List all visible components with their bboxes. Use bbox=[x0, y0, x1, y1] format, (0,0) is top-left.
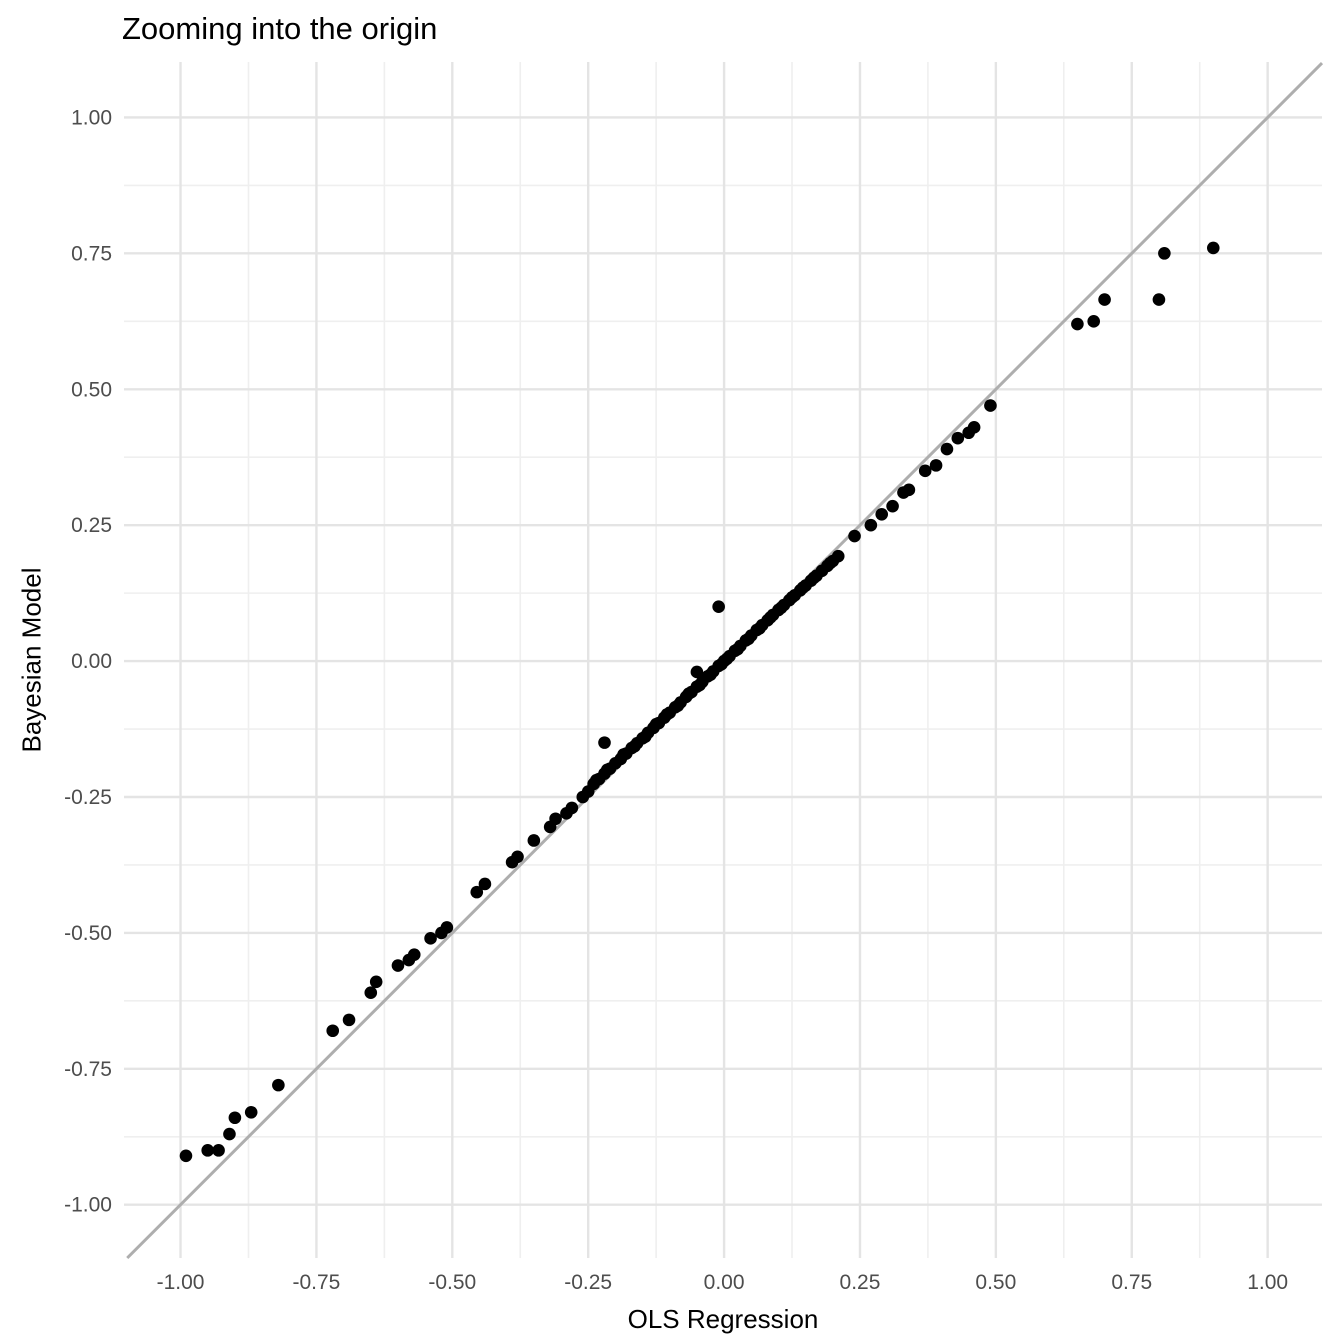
data-point bbox=[244, 1106, 258, 1119]
x-tick-label: 0.50 bbox=[975, 1271, 1016, 1294]
y-tick-label: 0.75 bbox=[71, 242, 112, 265]
data-point bbox=[875, 508, 889, 521]
data-point bbox=[690, 665, 704, 679]
data-point bbox=[984, 399, 997, 412]
x-tick-label: -0.25 bbox=[564, 1271, 612, 1294]
x-tick-label: -0.75 bbox=[292, 1271, 340, 1294]
grid-major bbox=[124, 62, 1322, 1258]
data-point bbox=[598, 736, 611, 749]
data-point bbox=[951, 431, 965, 445]
x-tick-labels: -1.00 -0.75 -0.50 -0.25 0.00 0.25 0.50 0.75 1.00 bbox=[157, 1271, 1288, 1294]
y-tick-label: -0.75 bbox=[64, 1058, 112, 1081]
x-tick-label: 0.25 bbox=[840, 1271, 881, 1294]
data-point bbox=[342, 1013, 356, 1027]
y-tick-labels: -1.00 -0.75 -0.50 -0.25 0.00 0.25 0.50 0.75 1.00 bbox=[64, 106, 112, 1216]
data-point bbox=[326, 1024, 340, 1038]
data-point bbox=[1071, 317, 1084, 331]
data-point bbox=[223, 1127, 236, 1141]
data-point bbox=[929, 459, 943, 472]
plot-title: Zooming into the origin bbox=[122, 11, 438, 46]
data-point bbox=[179, 1149, 193, 1163]
x-tick-label: 0.75 bbox=[1111, 1271, 1152, 1294]
data-point bbox=[918, 464, 932, 478]
data-point bbox=[1206, 241, 1220, 255]
data-point bbox=[1098, 293, 1111, 306]
data-point bbox=[1152, 293, 1166, 306]
data-point bbox=[902, 483, 916, 497]
x-tick-label: -0.50 bbox=[428, 1271, 476, 1294]
data-point bbox=[391, 959, 405, 972]
data-point bbox=[424, 932, 437, 945]
data-point bbox=[712, 600, 725, 614]
data-point bbox=[967, 421, 981, 434]
data-point bbox=[272, 1078, 285, 1092]
data-point bbox=[940, 442, 954, 456]
y-axis-title: Bayesian Model bbox=[16, 567, 47, 753]
data-point bbox=[1158, 247, 1171, 260]
data-point bbox=[478, 877, 492, 891]
data-point bbox=[1087, 315, 1101, 328]
data-point bbox=[440, 921, 454, 934]
x-axis-title: OLS Regression bbox=[627, 1304, 819, 1334]
x-tick-label: -1.00 bbox=[157, 1271, 205, 1294]
data-point bbox=[864, 518, 878, 532]
data-point bbox=[212, 1144, 225, 1157]
y-tick-label: -0.50 bbox=[64, 922, 112, 945]
y-tick-label: 0.25 bbox=[71, 514, 112, 537]
data-point bbox=[549, 812, 562, 826]
y-tick-label: -0.25 bbox=[64, 786, 112, 809]
y-tick-label: 0.00 bbox=[71, 650, 112, 673]
x-tick-label: 0.00 bbox=[704, 1271, 745, 1294]
y-tick-label: 1.00 bbox=[71, 106, 112, 129]
data-point bbox=[848, 529, 861, 543]
data-point bbox=[228, 1111, 242, 1125]
data-point bbox=[407, 948, 421, 961]
data-point bbox=[565, 801, 579, 815]
data-point bbox=[369, 975, 383, 989]
data-point bbox=[527, 834, 541, 847]
data-points bbox=[179, 241, 1220, 1163]
y-tick-label: 0.50 bbox=[71, 378, 112, 401]
data-point bbox=[511, 850, 524, 864]
data-point bbox=[886, 499, 899, 513]
data-point bbox=[470, 885, 484, 899]
data-point bbox=[364, 986, 378, 1000]
data-point bbox=[201, 1144, 215, 1157]
data-point bbox=[831, 549, 845, 563]
x-tick-label: 1.00 bbox=[1247, 1271, 1288, 1294]
y-tick-label: -1.00 bbox=[64, 1194, 112, 1217]
